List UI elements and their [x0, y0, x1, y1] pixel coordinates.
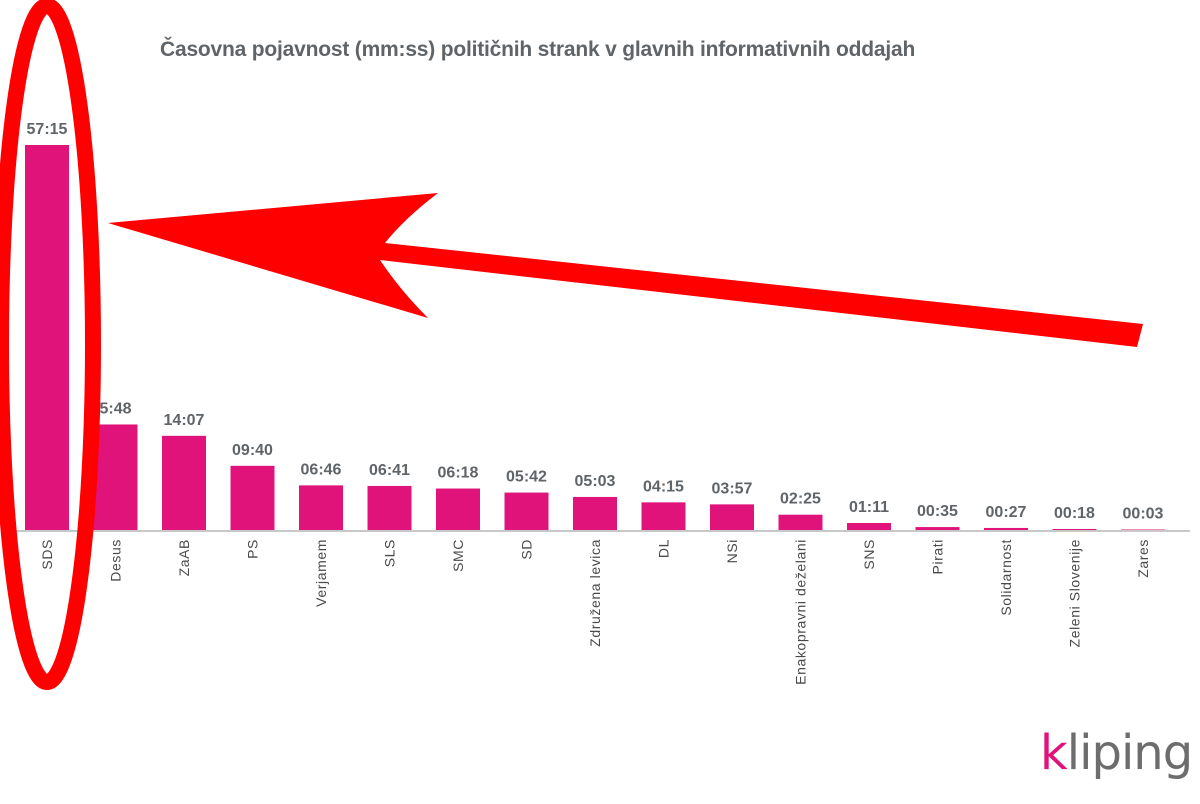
value-label-15: 00:18 [1054, 505, 1095, 522]
category-label-1: Desus [108, 539, 124, 582]
bar-14 [984, 527, 1028, 531]
value-label-2: 14:07 [164, 412, 205, 429]
value-labels-layer: 57:15 5:48 14:07 09:40 06:46 06:41 06:18 05:42 0… [27, 121, 1164, 523]
highlight-ellipse [0, 0, 101, 690]
bar-7 [504, 492, 549, 531]
value-label-16: 00:03 [1123, 506, 1164, 523]
category-label-4: Verjamem [313, 539, 329, 607]
category-label-5: SLS [382, 539, 398, 567]
category-label-15: Zeleni Slovenije [1067, 539, 1083, 647]
logo-rest: liping [1066, 725, 1193, 781]
value-label-6: 06:18 [438, 465, 479, 482]
category-label-2: ZaAB [176, 539, 192, 576]
category-labels-layer: SDS Desus ZaAB PS Verjamem SLS SMC SD Združena l… [39, 539, 1151, 685]
bar-13 [915, 527, 960, 531]
value-label-10: 03:57 [712, 480, 753, 497]
value-label-5: 06:41 [369, 462, 410, 479]
logo-first-letter: k [1040, 725, 1068, 781]
value-label-11: 02:25 [780, 491, 821, 508]
bar-2 [162, 435, 206, 531]
value-label-12: 01:11 [849, 499, 889, 516]
bars-layer [25, 145, 1165, 531]
category-label-16: Zares [1135, 539, 1151, 578]
bar-5 [367, 485, 412, 531]
category-label-9: DL [656, 539, 672, 558]
category-label-11: Enakopravni deželani [793, 539, 809, 685]
bar-10 [710, 504, 754, 531]
category-label-14: Solidarnost [998, 539, 1014, 616]
bar-1 [93, 424, 138, 531]
value-label-8: 05:03 [575, 473, 616, 490]
bar-0 [25, 145, 69, 531]
bar-15 [1052, 528, 1097, 531]
bar-3 [230, 465, 275, 531]
category-label-12: SNS [861, 539, 877, 570]
category-label-7: SD [519, 539, 535, 560]
kliping-logo: kliping [1040, 725, 1193, 781]
chart-title: Časovna pojavnost (mm:ss) političnih str… [160, 38, 916, 61]
category-label-10: NSi [724, 539, 740, 563]
category-label-6: SMC [450, 539, 466, 572]
category-label-3: PS [245, 539, 261, 559]
bar-6 [436, 488, 480, 531]
bar-12 [847, 523, 891, 531]
category-label-0: SDS [39, 539, 55, 570]
value-label-13: 00:35 [917, 503, 958, 520]
bar-11 [778, 514, 823, 531]
value-label-9: 04:15 [643, 478, 684, 495]
annotation-layer [0, 0, 1143, 690]
bar-9 [641, 502, 686, 531]
value-label-4: 06:46 [301, 461, 342, 478]
value-label-0: 57:15 [27, 121, 68, 138]
red-arrow [108, 193, 1143, 347]
value-label-7: 05:42 [506, 469, 547, 486]
bar-8 [573, 496, 617, 531]
value-label-3: 09:40 [232, 442, 273, 459]
value-label-1: 5:48 [99, 400, 131, 417]
value-label-14: 00:27 [986, 504, 1027, 521]
category-label-8: Združena levica [587, 539, 603, 647]
bar-4 [299, 485, 343, 531]
category-label-13: Pirati [930, 539, 946, 575]
